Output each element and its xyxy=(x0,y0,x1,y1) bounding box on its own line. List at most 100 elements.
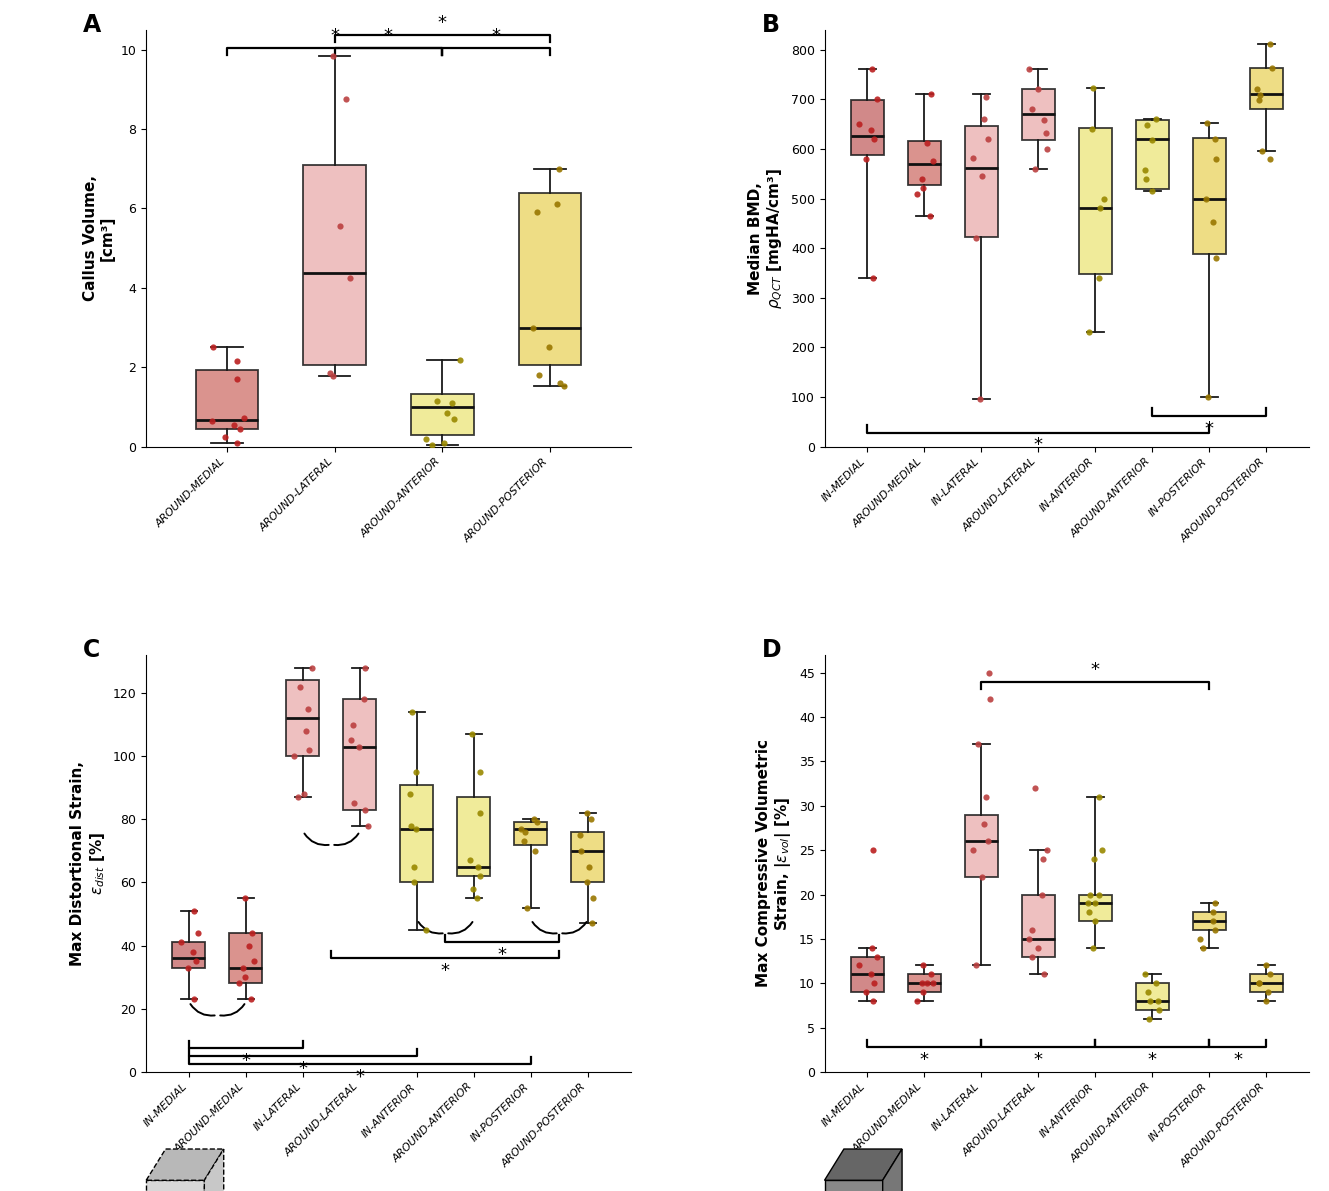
Point xyxy=(912,974,933,993)
Point xyxy=(469,762,490,781)
Text: A: A xyxy=(84,13,101,37)
Point xyxy=(469,867,490,886)
Point xyxy=(400,816,421,835)
Point xyxy=(226,369,247,388)
Point xyxy=(1022,100,1043,119)
Point xyxy=(864,974,885,993)
Point xyxy=(1027,80,1049,99)
Point xyxy=(1259,965,1280,984)
PathPatch shape xyxy=(303,164,365,366)
Point xyxy=(1025,160,1046,179)
Point xyxy=(1204,894,1225,913)
Point xyxy=(867,89,888,108)
Point xyxy=(570,825,591,844)
Point xyxy=(241,990,262,1009)
Point xyxy=(405,762,427,781)
PathPatch shape xyxy=(400,785,433,883)
Point xyxy=(1203,213,1224,232)
Point xyxy=(968,734,989,753)
Point xyxy=(295,722,316,741)
Point xyxy=(1259,35,1280,54)
Point xyxy=(526,202,548,222)
Text: D: D xyxy=(762,638,781,662)
Point xyxy=(849,114,870,133)
PathPatch shape xyxy=(1136,984,1168,1010)
PathPatch shape xyxy=(1193,138,1225,254)
Point xyxy=(1078,894,1099,913)
Point xyxy=(970,389,991,409)
Point xyxy=(226,434,247,453)
Point xyxy=(1033,849,1054,868)
Point xyxy=(1196,113,1217,132)
Point xyxy=(1142,131,1163,150)
Point xyxy=(290,678,311,697)
Text: *: * xyxy=(441,962,451,980)
Point xyxy=(287,787,308,806)
Point xyxy=(554,376,575,395)
Point xyxy=(979,690,1001,709)
Point xyxy=(975,787,997,806)
Point xyxy=(920,85,941,104)
Point xyxy=(1204,921,1225,940)
Text: *: * xyxy=(1034,436,1043,455)
Point xyxy=(343,794,364,813)
Point xyxy=(913,956,934,975)
Point xyxy=(977,130,998,149)
PathPatch shape xyxy=(965,126,998,237)
Point xyxy=(1138,983,1159,1002)
Point xyxy=(1249,86,1271,105)
Point xyxy=(861,939,882,958)
Text: *: * xyxy=(437,14,447,32)
Point xyxy=(1248,974,1269,993)
Point xyxy=(1033,965,1054,984)
Point xyxy=(528,366,549,385)
Point xyxy=(1088,885,1110,904)
Text: B: B xyxy=(762,13,780,37)
PathPatch shape xyxy=(908,974,941,992)
Point xyxy=(920,965,941,984)
Point xyxy=(965,956,986,975)
Point xyxy=(538,338,560,357)
Point xyxy=(343,715,364,734)
Point xyxy=(1257,983,1278,1002)
Point xyxy=(203,338,225,357)
Point xyxy=(1249,974,1271,993)
Point xyxy=(971,867,993,886)
Point xyxy=(913,983,934,1002)
Point xyxy=(468,858,489,877)
Point xyxy=(340,731,361,750)
Point xyxy=(513,831,534,850)
Point xyxy=(234,967,255,986)
Point xyxy=(336,89,358,108)
Point xyxy=(187,923,209,942)
Point xyxy=(1090,199,1111,218)
Y-axis label: Max Compressive Volumetric
Strain, |$\varepsilon_{vol}$| [%]: Max Compressive Volumetric Strain, |$\va… xyxy=(756,740,793,987)
Point xyxy=(399,785,420,804)
Point xyxy=(449,350,470,369)
Text: *: * xyxy=(330,27,339,45)
Point xyxy=(973,813,994,833)
Point xyxy=(229,974,250,993)
Point xyxy=(183,990,205,1009)
Point xyxy=(510,819,532,838)
Point xyxy=(1025,779,1046,798)
Point xyxy=(524,810,545,829)
Point xyxy=(1204,130,1225,149)
Point xyxy=(401,703,423,722)
PathPatch shape xyxy=(173,942,206,967)
Point xyxy=(522,318,544,337)
PathPatch shape xyxy=(230,933,262,984)
Point xyxy=(1203,903,1224,922)
PathPatch shape xyxy=(518,193,581,366)
Text: *: * xyxy=(1034,1050,1043,1068)
Point xyxy=(460,850,481,869)
PathPatch shape xyxy=(571,831,605,883)
Point xyxy=(1091,841,1112,860)
Point xyxy=(577,873,598,892)
Point xyxy=(1136,116,1158,135)
Text: *: * xyxy=(299,1060,307,1078)
Text: *: * xyxy=(1091,661,1100,679)
Text: *: * xyxy=(498,946,506,965)
Point xyxy=(860,120,881,139)
PathPatch shape xyxy=(851,956,884,992)
